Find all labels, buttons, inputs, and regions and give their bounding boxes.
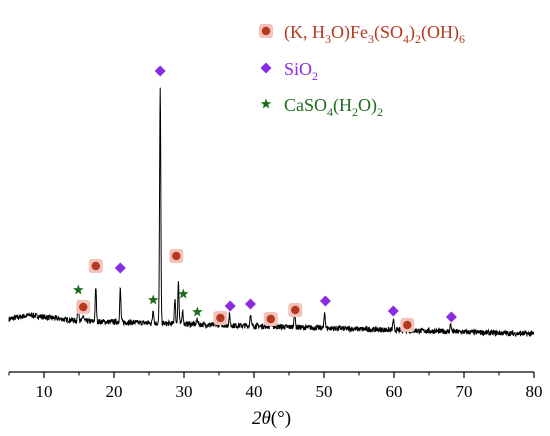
- legend-text-part: CaSO: [284, 95, 327, 115]
- x-axis-variable: 2θ: [252, 408, 271, 429]
- circle-phase-marker: [213, 311, 228, 325]
- diamond-marker-shape: [114, 262, 126, 274]
- legend-subscript: 2: [352, 105, 358, 119]
- x-tick-label: 20: [106, 382, 123, 401]
- legend-subscript: 2: [415, 32, 421, 46]
- legend-text-part: SiO: [284, 59, 312, 79]
- legend-subscript: 3: [325, 32, 331, 46]
- x-tick-label: 60: [386, 382, 403, 401]
- xrd-pattern-layer: [8, 87, 535, 338]
- star-marker-shape: [147, 294, 159, 305]
- circle-phase-marker: [169, 249, 184, 263]
- legend-subscript: 3: [368, 32, 374, 46]
- x-tick-label: 80: [526, 382, 543, 401]
- diamond-phase-marker: [114, 262, 126, 274]
- diamond-phase-marker: [445, 311, 457, 323]
- diamond-marker-shape: [260, 62, 272, 74]
- star-phase-marker: [147, 294, 159, 305]
- x-tick-label: 30: [176, 382, 193, 401]
- legend-subscript: 4: [327, 105, 333, 119]
- xrd-pattern-line: [8, 87, 535, 338]
- phase-markers-layer: [73, 65, 457, 332]
- diamond-phase-marker: [154, 65, 166, 77]
- legend-text-part: O): [358, 95, 377, 116]
- diamond-phase-marker: [224, 300, 236, 312]
- diamond-phase-marker: [387, 305, 399, 317]
- diamond-marker-shape: [387, 305, 399, 317]
- legend-entry-label: (K, H3O)Fe3(SO4)2(OH)6: [284, 22, 465, 46]
- legend-subscript: 6: [459, 32, 465, 46]
- circle-phase-marker: [288, 303, 303, 317]
- legend-text-part: (H: [333, 95, 352, 116]
- circle-phase-marker: [88, 259, 103, 273]
- star-phase-marker: [73, 284, 84, 295]
- legend-entry-label: CaSO4(H2O)2: [284, 95, 383, 119]
- legend-text-part: ): [409, 22, 415, 43]
- legend-text-part: (K, H: [284, 22, 325, 43]
- legend-subscript: 2: [377, 105, 383, 119]
- legend-circle-marker: [259, 24, 273, 38]
- diamond-phase-marker: [245, 298, 256, 310]
- circle-marker-dot: [266, 314, 275, 324]
- x-axis-unit: (°): [271, 408, 291, 429]
- diamond-phase-marker: [319, 295, 331, 307]
- legend-diamond-marker: [260, 62, 272, 74]
- legend-subscript: 2: [312, 69, 318, 83]
- diamond-marker-shape: [319, 295, 331, 307]
- star-phase-marker: [192, 306, 203, 317]
- x-axis-title: 2θ(°): [252, 408, 291, 429]
- circle-phase-marker: [400, 318, 415, 332]
- legend-text-part: (OH): [421, 22, 459, 43]
- circle-marker-dot: [79, 302, 88, 312]
- circle-marker-dot: [91, 261, 101, 271]
- circle-marker-dot: [403, 320, 412, 330]
- circle-marker-dot: [291, 305, 300, 315]
- star-marker-shape: [73, 284, 84, 295]
- circle-marker-dot: [216, 313, 225, 323]
- star-marker-shape: [178, 288, 189, 299]
- legend-text-part: O)Fe: [331, 22, 368, 43]
- x-tick-label: 10: [36, 382, 53, 401]
- diamond-marker-shape: [224, 300, 236, 312]
- circle-phase-marker: [263, 312, 278, 326]
- x-tick-label: 40: [246, 382, 263, 401]
- star-marker-shape: [192, 306, 203, 317]
- star-phase-marker: [178, 288, 189, 299]
- x-axis-ticks: 10 20 30 40 50 60 70 80: [8, 372, 543, 401]
- star-marker-shape: [260, 98, 272, 109]
- x-tick-label: 50: [316, 382, 333, 401]
- circle-marker-dot: [172, 251, 181, 261]
- legend-text-part: (SO: [374, 22, 403, 43]
- diamond-marker-shape: [445, 311, 457, 323]
- legend-subscript: 4: [403, 32, 409, 46]
- legend-star-marker: [260, 98, 272, 109]
- circle-phase-marker: [76, 300, 91, 314]
- legend-entry-label: SiO2: [284, 59, 318, 83]
- x-tick-label: 70: [456, 382, 473, 401]
- diamond-marker-shape: [154, 65, 166, 77]
- diamond-marker-shape: [245, 298, 256, 310]
- circle-marker-dot: [261, 26, 271, 36]
